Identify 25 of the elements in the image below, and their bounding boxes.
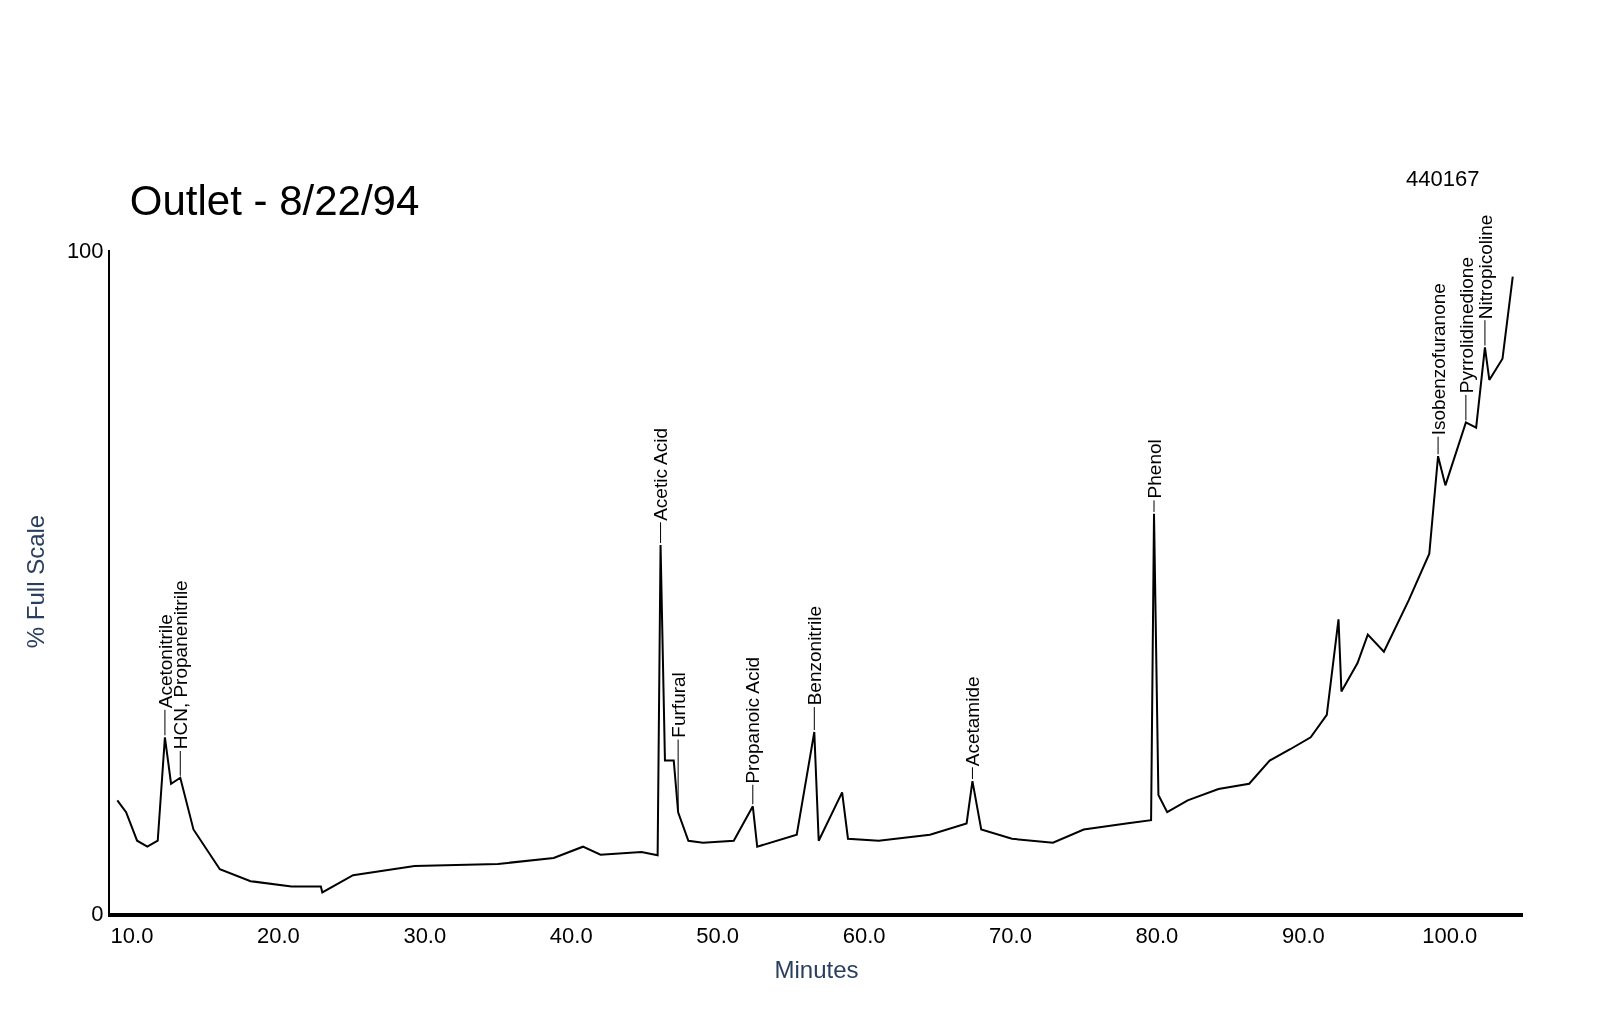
x-tick-label: 80.0 <box>1135 923 1179 949</box>
y-tick-label: 100 <box>66 237 104 263</box>
chart-title: Outlet - 8/22/94 <box>129 177 420 225</box>
text: 440167 <box>1406 166 1480 191</box>
annotation: Propanoic Acid <box>742 656 764 784</box>
y-tick-label: 0 <box>91 900 104 926</box>
x-tick-label: 90.0 <box>1281 923 1325 949</box>
x-tick-label: 50.0 <box>696 923 740 949</box>
x-tick-label: 20.0 <box>256 923 300 949</box>
annotation: Phenol <box>1143 439 1165 499</box>
x-tick-label: 10.0 <box>110 923 154 949</box>
x-tick-label: 70.0 <box>989 923 1032 949</box>
x-axis-title: Minutes <box>774 956 859 984</box>
x-tick-label: 30.0 <box>403 923 447 949</box>
y-axis-title: % Full Scale <box>22 514 50 649</box>
annotation: Acetic Acid <box>650 427 672 521</box>
annotation: Isobenzofuranone <box>1427 283 1449 436</box>
annotation: Acetamide <box>961 676 983 767</box>
x-tick-label: 40.0 <box>549 923 593 949</box>
annotation: Pyrrolidinedione <box>1455 257 1477 394</box>
annotation: Benzonitrile <box>804 606 826 706</box>
x-tick-label: 60.0 <box>842 923 886 949</box>
annotation: Furfural <box>667 672 689 738</box>
x-tick-label: 100.0 <box>1422 923 1478 949</box>
annotation: Nitropicoline <box>1474 214 1496 320</box>
